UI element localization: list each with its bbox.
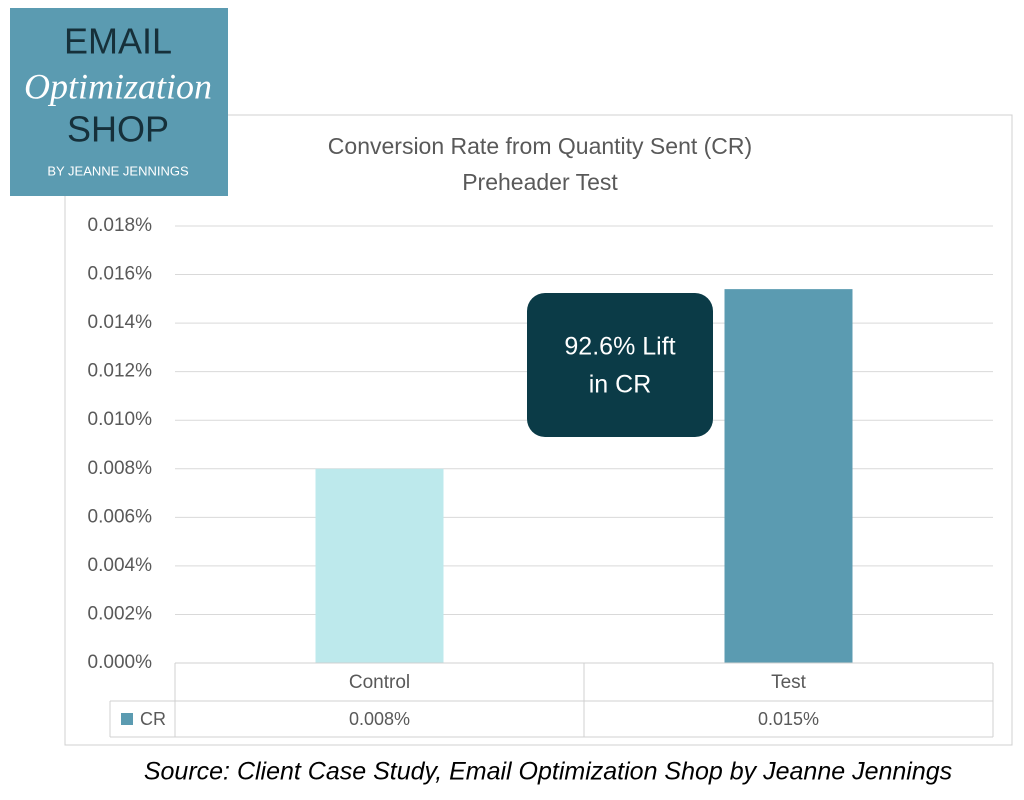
annotation-box bbox=[527, 293, 713, 437]
bar bbox=[724, 289, 853, 663]
x-tick-label: Control bbox=[349, 672, 410, 693]
y-tick-label: 0.006% bbox=[88, 506, 153, 527]
chart-title: Conversion Rate from Quantity Sent (CR) bbox=[328, 133, 752, 159]
data-label: 0.015% bbox=[758, 709, 819, 729]
bar bbox=[315, 468, 444, 663]
y-tick-label: 0.000% bbox=[88, 652, 153, 673]
y-tick-label: 0.014% bbox=[88, 312, 153, 333]
y-tick-label: 0.004% bbox=[88, 555, 153, 576]
y-tick-label: 0.010% bbox=[88, 409, 153, 430]
y-tick-label: 0.002% bbox=[88, 603, 153, 624]
logo-text: SHOP bbox=[67, 109, 169, 150]
y-tick-label: 0.008% bbox=[88, 458, 153, 479]
data-label: 0.008% bbox=[349, 709, 410, 729]
logo-byline: BY JEANNE JENNINGS bbox=[47, 163, 189, 178]
y-tick-label: 0.018% bbox=[88, 215, 153, 236]
y-tick-label: 0.012% bbox=[88, 361, 153, 382]
legend-label: CR bbox=[140, 709, 166, 729]
y-tick-label: 0.016% bbox=[88, 264, 153, 285]
chart-subtitle: Preheader Test bbox=[462, 169, 618, 195]
logo-script: Optimization bbox=[24, 66, 212, 106]
annotation-text: in CR bbox=[589, 371, 652, 399]
annotation-text: 92.6% Lift bbox=[564, 333, 675, 361]
x-tick-label: Test bbox=[771, 672, 807, 693]
source: Source: Client Case Study, Email Optimiz… bbox=[144, 758, 952, 786]
logo bbox=[10, 8, 228, 196]
logo-text: EMAIL bbox=[64, 21, 172, 62]
legend-swatch bbox=[121, 713, 133, 725]
